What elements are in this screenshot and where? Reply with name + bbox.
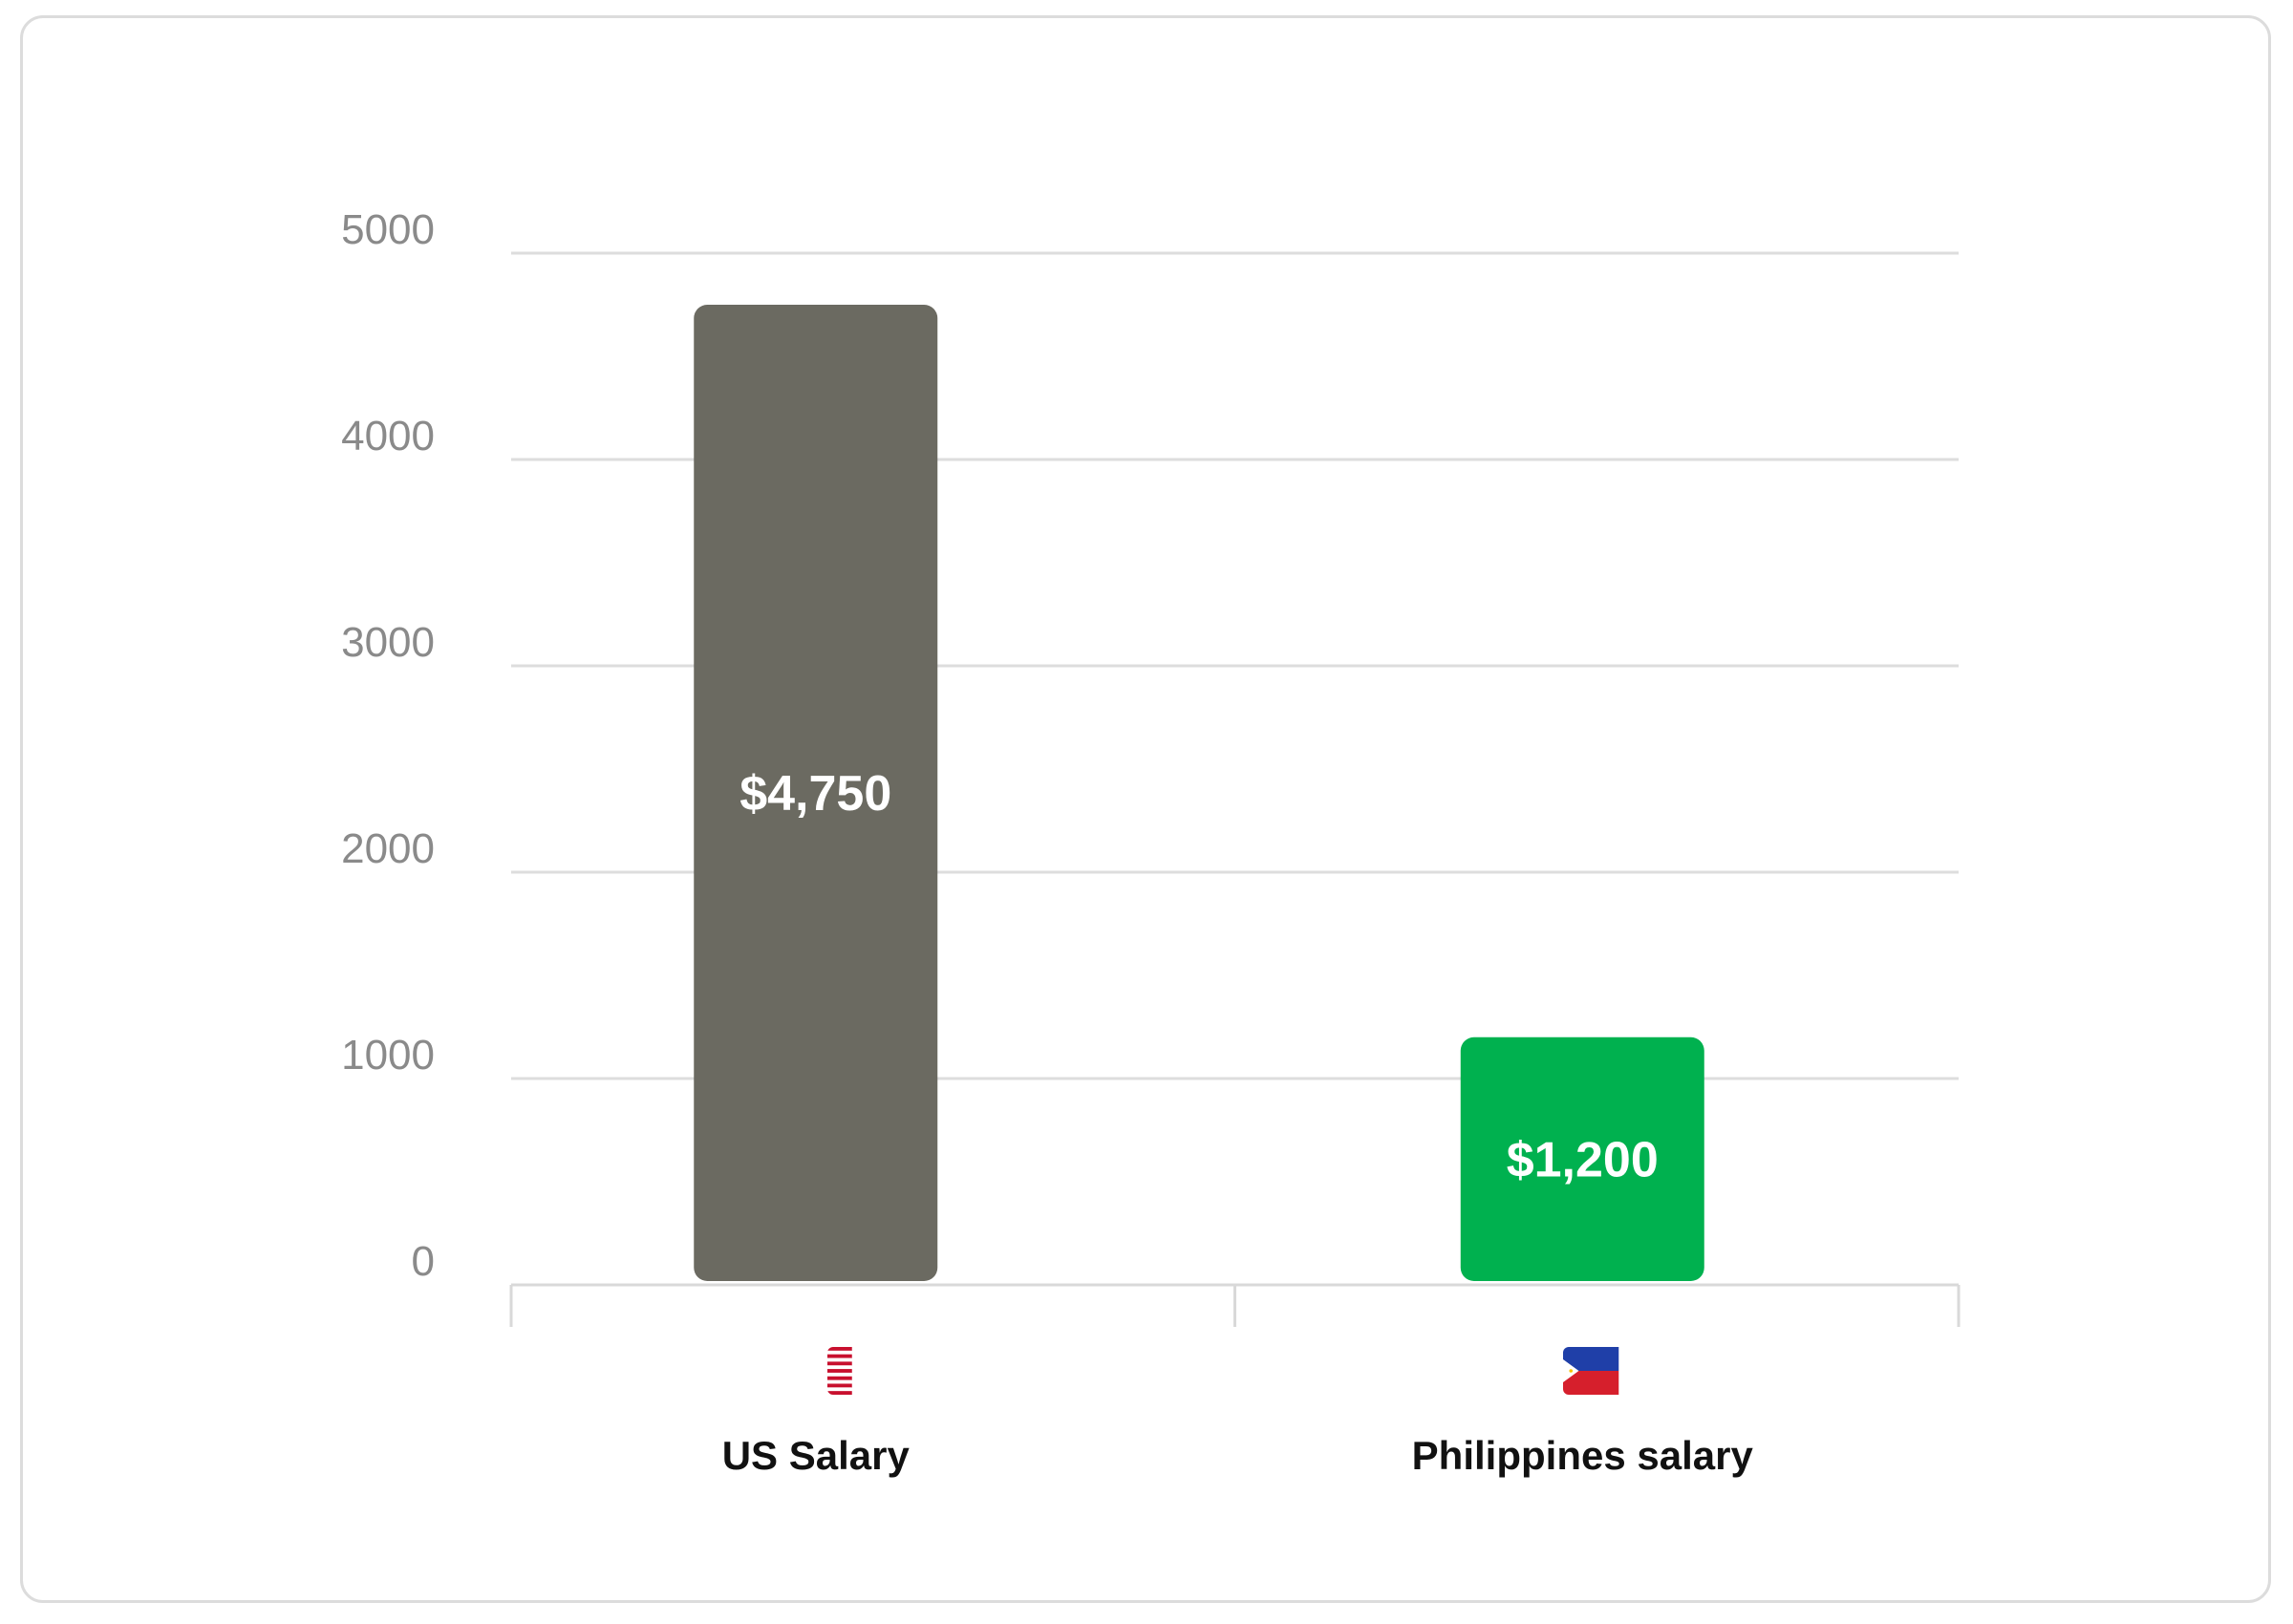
category-label-1: Philippines salary xyxy=(1412,1433,1754,1478)
us-flag-stripe xyxy=(827,1354,852,1359)
us-flag-stripe xyxy=(827,1350,852,1356)
ph-flag-star xyxy=(1548,1387,1552,1391)
category-label-0: US Salary xyxy=(722,1433,911,1478)
us-flag-stripe xyxy=(827,1387,852,1392)
bar-1 xyxy=(1460,1036,1704,1281)
us-flag-star xyxy=(804,1350,807,1353)
us-flag-star xyxy=(804,1356,807,1358)
bars: $4,750 $1,200 xyxy=(694,305,1704,1281)
us-flag-star xyxy=(793,1368,796,1371)
us-flag-stripe xyxy=(827,1369,852,1374)
us-flag-star xyxy=(799,1350,802,1353)
us-flag-star xyxy=(793,1350,796,1353)
philippines-flag-icon xyxy=(1548,1347,1619,1395)
y-tick-label-3000: 3000 xyxy=(341,619,435,666)
y-axis-ticks: 0 1000 2000 3000 4000 5000 xyxy=(341,206,435,1285)
us-flag-stripe xyxy=(827,1376,852,1381)
ph-flag-blue xyxy=(1563,1347,1619,1371)
ph-flag-sun xyxy=(1552,1366,1561,1376)
us-flag-stripe xyxy=(827,1379,852,1384)
y-tick-label-0: 0 xyxy=(412,1238,435,1285)
y-tick-label-1000: 1000 xyxy=(341,1032,435,1079)
us-flag-stripe xyxy=(827,1361,852,1366)
category-labels: US Salary Philippines salary xyxy=(722,1347,1754,1478)
bar-0 xyxy=(694,305,938,1281)
us-flag-icon xyxy=(780,1347,852,1395)
x-axis xyxy=(509,1283,1961,1327)
us-flag-stripe xyxy=(827,1347,852,1352)
us-flag-star xyxy=(782,1368,784,1371)
bar-value-label-0: $4,750 xyxy=(739,766,891,822)
us-flag-star xyxy=(787,1350,790,1353)
y-tick-label-2000: 2000 xyxy=(341,825,435,872)
us-flag-stripe xyxy=(827,1365,852,1370)
us-flag-star xyxy=(793,1356,796,1358)
us-flag-star xyxy=(782,1362,784,1365)
us-flag-stripe xyxy=(827,1372,852,1378)
us-flag-star xyxy=(804,1362,807,1365)
y-tick-label-4000: 4000 xyxy=(341,413,435,459)
us-flag-stripe xyxy=(827,1357,852,1362)
us-flag-star xyxy=(799,1368,802,1371)
us-flag-stripe xyxy=(827,1383,852,1388)
us-flag-star xyxy=(787,1362,790,1365)
us-flag-star xyxy=(787,1356,790,1358)
us-flag-star xyxy=(799,1362,802,1365)
ph-flag-star xyxy=(1548,1351,1552,1355)
us-flag-canton xyxy=(780,1347,810,1373)
ph-flag-red xyxy=(1563,1371,1619,1395)
bar-value-label-1: $1,200 xyxy=(1507,1132,1659,1187)
us-flag-stripe xyxy=(827,1391,852,1395)
us-flag-star xyxy=(782,1356,784,1358)
ph-flag-star xyxy=(1569,1369,1574,1373)
us-flag-star xyxy=(799,1356,802,1358)
us-flag-star xyxy=(793,1362,796,1365)
us-flag-star xyxy=(804,1368,807,1371)
y-tick-label-5000: 5000 xyxy=(341,206,435,253)
chart-card xyxy=(20,15,2271,1603)
us-flag-star xyxy=(782,1350,784,1353)
us-flag-star xyxy=(787,1368,790,1371)
